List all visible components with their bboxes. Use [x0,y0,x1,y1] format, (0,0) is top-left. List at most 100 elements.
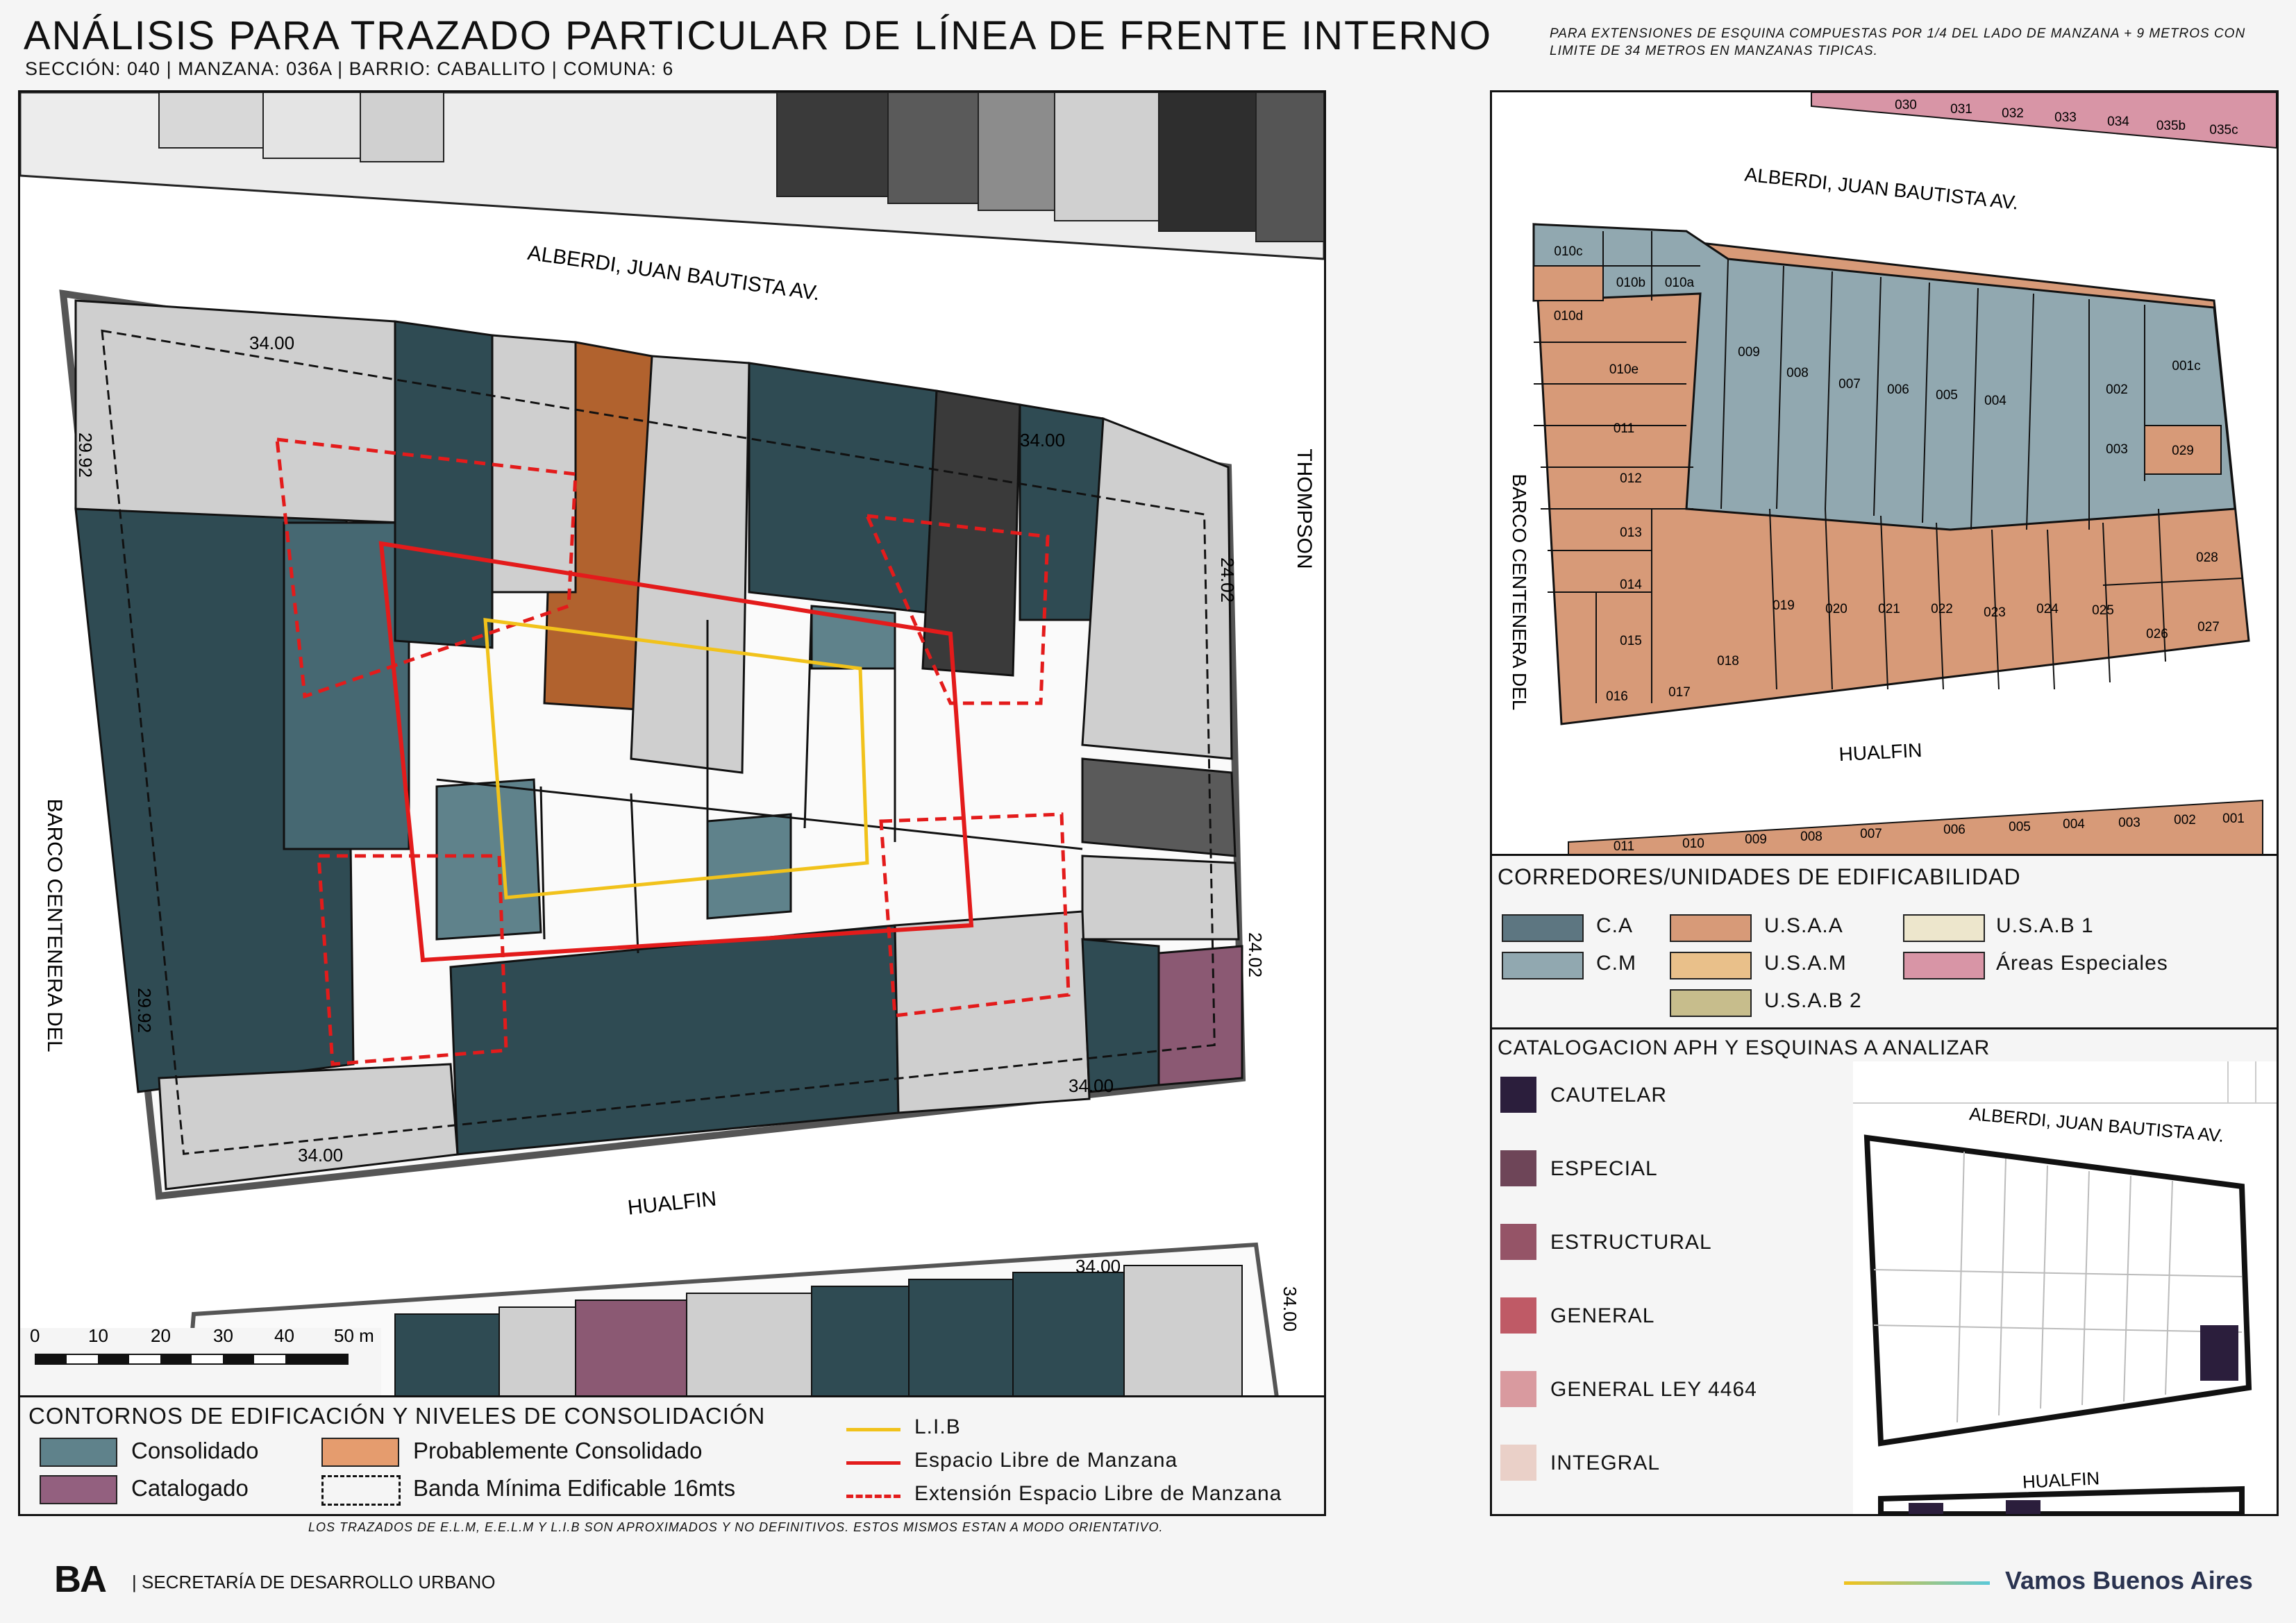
measure-label: 29.92 [75,432,96,478]
svg-text:031: 031 [1950,102,1972,117]
svg-text:035c: 035c [2209,123,2238,137]
swatch-areas-especiales [1903,952,1985,979]
svg-text:014: 014 [1620,578,1642,592]
bottom-strip: 011 010 009 008 007 006 005 004 003 002 … [1568,799,2263,856]
swatch-usab1 [1903,914,1985,942]
measure-label: 34.00 [1020,430,1065,451]
organization-name: | SECRETARÍA DE DESARROLLO URBANO [132,1572,496,1592]
svg-text:015: 015 [1620,634,1642,648]
top-strip: 030 031 032 033 034 035b 035c [1811,92,2277,149]
legend-label: L.I.B [914,1415,961,1438]
svg-text:030: 030 [1895,98,1917,112]
svg-text:019: 019 [1773,598,1795,613]
legend-label: GENERAL LEY 4464 [1550,1378,1757,1401]
street-label-bottom: HUALFIN [626,1187,717,1219]
page-title: ANÁLISIS PARA TRAZADO PARTICULAR DE LÍNE… [24,13,1493,58]
legend-label: U.S.A.M [1764,952,1847,975]
svg-text:010e: 010e [1609,362,1639,377]
svg-text:008: 008 [1800,830,1822,844]
measure-label: 34.00 [298,1145,343,1166]
svg-text:007: 007 [1860,827,1882,841]
street-label-left: BARCO CENTENERA DEL [1509,474,1530,711]
street-label-right: THOMPSON [1293,448,1316,569]
swatch-ca [1502,914,1584,942]
svg-text:009: 009 [1738,345,1760,360]
swatch-consolidado [40,1438,117,1467]
mini-map[interactable]: ALBERDI, JUAN BAUTISTA AV. HUALFIN [1853,1061,2277,1514]
measure-label: 34.00 [1075,1256,1121,1277]
svg-text:30: 30 [213,1325,233,1346]
legend-label: ESPECIAL [1550,1157,1658,1180]
legend-label: C.A [1596,914,1634,937]
svg-text:016: 016 [1606,689,1628,704]
svg-text:005: 005 [1936,388,1958,403]
legend-label: Probablemente Consolidado [413,1438,703,1463]
swatch-usaa [1670,914,1752,942]
svg-text:029: 029 [2172,444,2194,458]
corridors-legend: CORREDORES/UNIDADES DE EDIFICABILIDAD C.… [1490,854,2279,1032]
svg-text:20: 20 [151,1325,171,1346]
parcel-map-panel: 030 031 032 033 034 035b 035c ALBERDI, J… [1490,90,2279,858]
legend-label: INTEGRAL [1550,1452,1661,1474]
svg-text:010c: 010c [1554,244,1582,259]
swatch-cm [1502,952,1584,979]
consolidation-legend: CONTORNOS DE EDIFICACIÓN Y NIVELES DE CO… [18,1395,1326,1516]
swatch-general-ley-4464 [1500,1371,1536,1407]
svg-text:011: 011 [1614,421,1634,436]
line-elm [846,1461,900,1465]
svg-text:028: 028 [2196,550,2218,565]
svg-text:020: 020 [1825,602,1847,616]
svg-text:004: 004 [2063,817,2085,832]
svg-text:50 m: 50 m [334,1325,374,1346]
swatch-general [1500,1297,1536,1334]
measure-label: 24.02 [1245,932,1266,977]
legend-label: Consolidado [131,1438,259,1463]
legend-label: U.S.A.B 1 [1996,914,2094,937]
legend-label: Espacio Libre de Manzana [914,1449,1178,1472]
legend-label: Banda Mínima Edificable 16mts [413,1475,736,1501]
measure-label: 34.00 [1280,1286,1300,1331]
slogan-gradient-line [1844,1581,1990,1585]
main-block [59,289,1246,1200]
svg-text:007: 007 [1838,377,1861,392]
slogan: Vamos Buenos Aires [2005,1566,2253,1595]
swatch-estructural [1500,1224,1536,1260]
page-subtitle: SECCIÓN: 040 | MANZANA: 036A | BARRIO: C… [25,58,674,79]
svg-text:005: 005 [2009,820,2031,834]
svg-text:034: 034 [2107,115,2129,129]
street-label-bottom: HUALFIN [1838,739,1922,765]
svg-text:035b: 035b [2156,119,2186,133]
svg-text:026: 026 [2146,627,2168,641]
svg-text:018: 018 [1717,654,1739,668]
line-eelm [846,1495,900,1498]
ba-logo: BA [54,1558,107,1600]
neighbor-block-top [20,92,1324,260]
legend-label: Catalogado [131,1475,249,1501]
swatch-integral [1500,1445,1536,1481]
svg-text:017: 017 [1668,685,1691,700]
swatch-cautelar [1500,1077,1536,1113]
legend-label: GENERAL [1550,1304,1655,1327]
swatch-usab2 [1670,989,1752,1017]
legend-label: U.S.A.B 2 [1764,989,1862,1012]
svg-text:0: 0 [30,1325,40,1346]
svg-text:013: 013 [1620,525,1642,540]
parcel-map[interactable]: 030 031 032 033 034 035b 035c ALBERDI, J… [1492,92,2277,856]
legend-label: ESTRUCTURAL [1550,1231,1712,1254]
swatch-catalogado [40,1475,117,1504]
svg-text:033: 033 [2054,110,2077,125]
svg-text:10: 10 [88,1325,108,1346]
svg-text:010: 010 [1682,836,1704,851]
svg-text:012: 012 [1620,471,1642,486]
svg-text:027: 027 [2197,620,2220,634]
street-label-top: ALBERDI, JUAN BAUTISTA AV. [526,242,821,305]
svg-text:023: 023 [1984,605,2006,620]
block-map[interactable]: ALBERDI, JUAN BAUTISTA AV. HUALFIN BARCO… [20,92,1324,1397]
extension-note: PARA EXTENSIONES DE ESQUINA COMPUESTAS P… [1550,26,2246,58]
svg-text:002: 002 [2174,813,2196,827]
svg-text:008: 008 [1786,366,1809,380]
svg-text:021: 021 [1878,602,1900,616]
svg-text:009: 009 [1745,832,1767,847]
line-lib [846,1428,900,1431]
parcel-block [1532,223,2250,725]
